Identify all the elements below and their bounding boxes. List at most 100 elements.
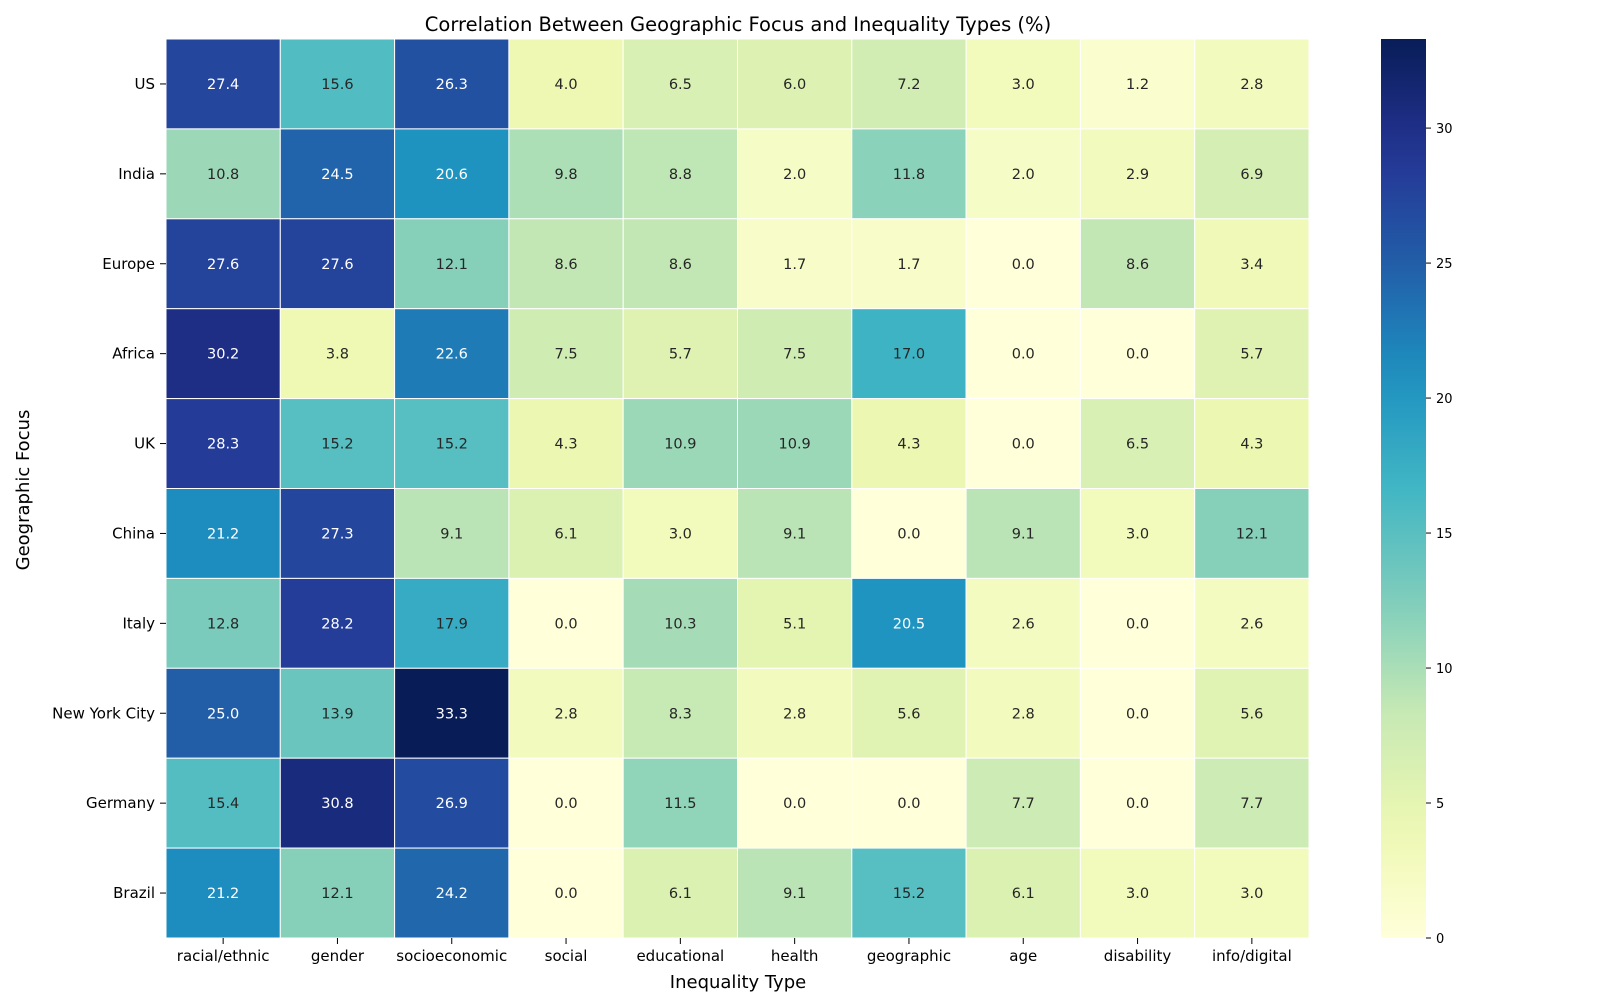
cell-value-label: 21.2: [207, 886, 239, 902]
cell-value-label: 0.0: [1126, 347, 1149, 363]
heatmap-cell: [622, 667, 739, 759]
cell-value-label: 0.0: [555, 886, 578, 902]
cell-value-label: 3.4: [1240, 257, 1263, 273]
heatmap-cell: [1079, 847, 1196, 939]
y-tick-label: US: [134, 75, 155, 93]
cell-value-label: 8.6: [1126, 257, 1149, 273]
heatmap-cell: [508, 488, 624, 579]
cell-value-label: 28.3: [207, 437, 239, 453]
x-axis-label: Inequality Type: [670, 972, 806, 993]
heatmap-cell: [279, 38, 396, 130]
cell-value-label: 3.8: [326, 347, 349, 363]
heatmap-cell: [394, 398, 510, 490]
cell-value-label: 7.7: [1240, 796, 1263, 812]
cell-value-label: 30.8: [321, 796, 353, 812]
y-tick-label: China: [112, 524, 155, 542]
colorbar: 0 5 10 15 20 25 30: [1381, 39, 1453, 947]
y-tick-label: Italy: [122, 614, 155, 632]
x-tick-label: educational: [636, 947, 724, 965]
chart-title: Correlation Between Geographic Focus and…: [425, 13, 1051, 36]
y-tick-label: Brazil: [113, 884, 155, 902]
cell-value-label: 15.2: [321, 437, 353, 453]
cell-value-label: 17.0: [893, 347, 925, 363]
heatmap-cell: [737, 667, 853, 759]
cell-value-label: 9.1: [440, 526, 463, 542]
heatmap-cell: [851, 847, 967, 939]
heatmap-cell: [737, 38, 853, 130]
cell-value-label: 11.8: [893, 167, 925, 183]
cell-value-label: 20.6: [436, 167, 468, 183]
cell-value-label: 0.0: [783, 796, 806, 812]
heatmap-cell: [851, 667, 967, 759]
heatmap-cell: [1194, 757, 1310, 849]
y-tick-label: New York City: [52, 704, 155, 722]
cell-value-label: 6.9: [1240, 167, 1263, 183]
heatmap-cell: [851, 577, 967, 669]
cell-value-label: 8.8: [669, 167, 692, 183]
cell-value-label: 1.7: [897, 257, 920, 273]
cell-value-label: 26.9: [436, 796, 468, 812]
y-tick-label: India: [118, 165, 155, 183]
cell-value-label: 3.0: [1126, 526, 1149, 542]
cell-value-label: 17.9: [436, 616, 468, 632]
cell-value-label: 12.1: [436, 257, 468, 273]
cell-value-label: 8.6: [555, 257, 578, 273]
heatmap-cell: [165, 488, 281, 579]
cell-value-label: 5.6: [1240, 706, 1263, 722]
cell-value-label: 15.4: [207, 796, 239, 812]
heatmap-cell: [394, 757, 510, 849]
cell-value-label: 3.0: [1240, 886, 1263, 902]
cell-value-label: 0.0: [897, 526, 920, 542]
cell-value-label: 3.0: [669, 526, 692, 542]
cell-value-label: 9.8: [555, 167, 578, 183]
heatmap-cell: [394, 488, 510, 579]
cell-value-label: 8.6: [669, 257, 692, 273]
cell-value-label: 24.5: [321, 167, 353, 183]
cell-value-label: 7.7: [1012, 796, 1035, 812]
heatmap-cell: [279, 218, 396, 310]
heatmap-cell: [622, 308, 739, 400]
cell-value-label: 0.0: [1012, 257, 1035, 273]
x-axis-ticks: racial/ethnic gender socioeconomic social ed…: [177, 938, 1292, 965]
heatmap-cell: [851, 308, 967, 400]
cell-value-label: 2.8: [555, 706, 578, 722]
heatmap-cell: [1079, 218, 1196, 310]
heatmap-cell: [508, 757, 624, 849]
x-tick-label: age: [1009, 947, 1037, 965]
x-tick-label: geographic: [867, 947, 951, 965]
cell-value-label: 4.3: [555, 437, 578, 453]
cell-value-label: 2.6: [1240, 616, 1263, 632]
cell-value-label: 6.1: [1012, 886, 1035, 902]
y-tick-label: Europe: [102, 255, 155, 273]
cell-value-label: 0.0: [897, 796, 920, 812]
heatmap-cell: [622, 847, 739, 939]
cell-value-label: 15.2: [436, 437, 468, 453]
cell-value-label: 2.8: [1240, 77, 1263, 93]
x-tick-label: socioeconomic: [396, 947, 507, 965]
cell-value-label: 11.5: [664, 796, 696, 812]
cell-value-label: 9.1: [783, 886, 806, 902]
colorbar-tick-label: 25: [1436, 257, 1453, 272]
cell-value-label: 1.2: [1126, 77, 1149, 93]
heatmap-cell: [737, 128, 853, 220]
cell-value-label: 5.7: [1240, 347, 1263, 363]
heatmap-cell: [279, 577, 396, 669]
heatmap-cell: [1079, 308, 1196, 400]
heatmap-cell: [508, 128, 624, 220]
x-tick-label: disability: [1104, 947, 1172, 965]
y-tick-label: UK: [134, 435, 156, 453]
cell-value-label: 7.5: [783, 347, 806, 363]
heatmap-cell: [165, 577, 281, 669]
colorbar-tick-label: 30: [1436, 122, 1453, 137]
heatmap-cells: 27.4 15.6 26.3 4.0 6.5 6.0 7.2 3.0 1.2 2.8 10.8 24.…: [165, 38, 1310, 939]
colorbar-gradient: [1381, 39, 1426, 938]
heatmap-cell: [737, 308, 853, 400]
cell-value-label: 2.8: [783, 706, 806, 722]
cell-value-label: 10.9: [779, 437, 811, 453]
cell-value-label: 10.9: [664, 437, 696, 453]
heatmap-cell: [279, 128, 396, 220]
cell-value-label: 10.3: [664, 616, 696, 632]
heatmap-cell: [1194, 667, 1310, 759]
heatmap-cell: [965, 757, 1081, 849]
